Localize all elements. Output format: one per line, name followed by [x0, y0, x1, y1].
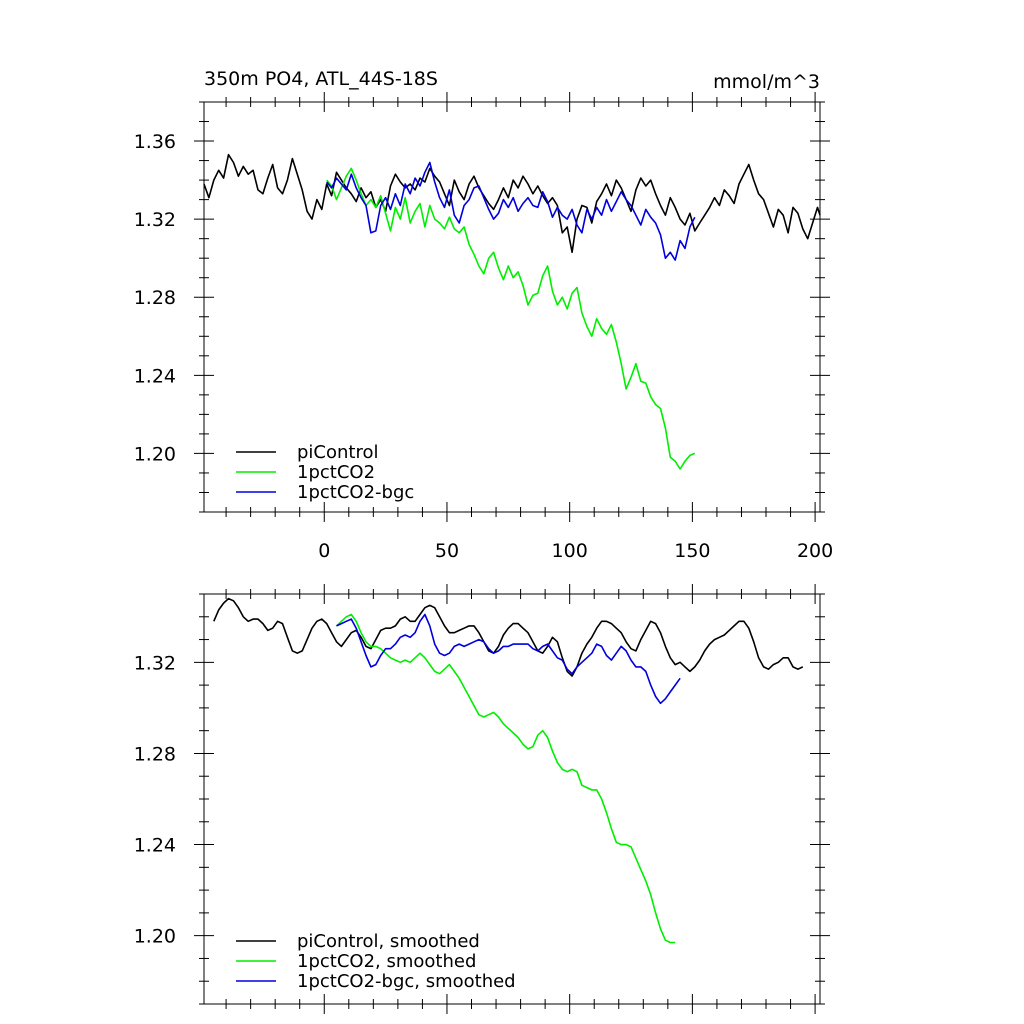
x-tick-label: 150	[674, 540, 710, 562]
series-line-1pctco2-bgc	[326, 161, 696, 261]
top-series-group	[203, 153, 821, 470]
top-plot-frame	[203, 101, 821, 513]
x-tick-label: 0	[318, 540, 330, 562]
series-line-1pctco2-smoothed	[335, 613, 676, 944]
y-tick-label: 1.32	[134, 209, 176, 231]
legend-label-1pctco2-bgc: 1pctCO2-bgc	[297, 482, 414, 503]
y-tick-label: 1.28	[134, 287, 176, 309]
legend-label-1pctco2-bgc-smoothed: 1pctCO2-bgc, smoothed	[297, 971, 516, 992]
legend-label-picontrol: piControl	[297, 442, 379, 463]
top-axis-ticks: 0 50 100 150 200 1.20 1.24 1.28 1.32 1.36	[134, 92, 833, 562]
y-tick-label: 1.24	[134, 835, 176, 857]
bottom-axis-ticks: 1.20 1.24 1.28 1.32	[134, 584, 830, 1014]
legend-label-1pctco2: 1pctCO2	[297, 462, 375, 483]
y-tick-label: 1.24	[134, 365, 176, 387]
y-tick-label: 1.20	[134, 443, 176, 465]
x-tick-label: 200	[797, 540, 833, 562]
y-tick-label: 1.20	[134, 926, 176, 948]
y-tick-label: 1.28	[134, 743, 176, 765]
y-tick-label: 1.36	[134, 131, 176, 153]
units-label: mmol/m^3	[713, 71, 820, 93]
x-tick-label: 50	[435, 540, 459, 562]
series-line-picontrol-smoothed	[213, 597, 804, 677]
legend-label-picontrol-smoothed: piControl, smoothed	[297, 931, 480, 952]
legend-label-1pctco2-smoothed: 1pctCO2, smoothed	[297, 951, 476, 972]
series-line-1pctco2	[326, 167, 696, 470]
y-tick-label: 1.32	[134, 652, 176, 674]
x-tick-label: 100	[552, 540, 588, 562]
series-line-1pctco2-bgc-smoothed	[336, 613, 681, 705]
chart-title: 350m PO4, ATL_44S-18S	[204, 68, 438, 90]
series-line-picontrol	[203, 153, 821, 254]
bottom-series-group	[213, 597, 804, 944]
